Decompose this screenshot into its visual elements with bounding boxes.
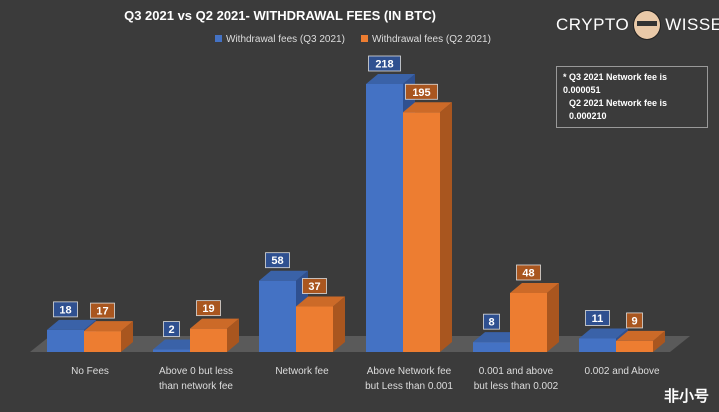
bar	[616, 340, 653, 352]
data-label: 8	[488, 317, 494, 329]
category-label: 0.002 and Above	[584, 366, 660, 377]
data-label-box	[516, 264, 541, 281]
bar-side	[653, 330, 665, 352]
chart-title: Q3 2021 vs Q2 2021- WITHDRAWAL FEES (IN …	[124, 8, 436, 23]
category-label: No Fees	[71, 366, 109, 377]
legend-q2: Withdrawal fees (Q2 2021)	[360, 34, 491, 45]
category-label: Above 0 but less than network fee	[159, 366, 233, 392]
bar-top	[616, 330, 665, 341]
logo-face-icon	[633, 10, 662, 40]
bar	[473, 342, 510, 352]
bar-top	[579, 328, 628, 339]
data-label-box	[196, 300, 221, 317]
bar	[259, 280, 296, 352]
bar	[366, 84, 403, 352]
data-label-box	[585, 310, 610, 326]
data-label-box	[163, 321, 180, 337]
data-label: 37	[308, 281, 320, 293]
bar-top	[259, 270, 308, 281]
network-fee-note: * Q3 2021 Network fee is 0.000051 Q2 2021…	[556, 66, 708, 128]
data-label-box	[626, 312, 643, 329]
data-label-box	[90, 302, 115, 319]
legend: Withdrawal fees (Q3 2021) Withdrawal fee…	[215, 34, 491, 45]
data-label: 195	[412, 87, 430, 99]
bar-top	[84, 321, 133, 332]
bar-top	[366, 74, 415, 84]
bar	[403, 112, 440, 352]
data-label: 2	[168, 324, 174, 336]
bar-top	[296, 296, 345, 307]
data-label-box	[405, 83, 438, 100]
logo: CRYPTOWISSER	[556, 10, 719, 40]
bar-top	[153, 339, 202, 350]
bar	[296, 306, 333, 352]
data-label-box	[302, 278, 327, 294]
legend-q3: Withdrawal fees (Q3 2021)	[215, 34, 345, 45]
bar-top	[403, 102, 452, 113]
bar-side	[547, 282, 559, 352]
data-label: 19	[202, 303, 214, 315]
bar	[579, 338, 616, 352]
bar	[47, 329, 84, 352]
data-label-box	[483, 313, 500, 330]
bar-side	[227, 318, 239, 352]
bar	[84, 331, 121, 352]
bar	[153, 349, 190, 352]
bar-side	[121, 321, 133, 352]
data-label-box	[265, 252, 290, 269]
data-label-box	[53, 301, 78, 318]
bar-top	[510, 282, 559, 293]
data-label: 218	[375, 59, 393, 71]
data-label: 48	[522, 267, 534, 279]
data-label: 9	[631, 315, 637, 327]
bar-top	[47, 319, 96, 330]
bar-top	[190, 318, 239, 329]
data-label: 58	[271, 255, 283, 267]
data-label: 11	[592, 313, 604, 325]
bar	[190, 328, 227, 352]
data-label: 18	[59, 304, 71, 316]
category-label: Network fee	[275, 366, 329, 377]
category-label: Above Network fee but Less than 0.001	[365, 366, 453, 392]
bar-side	[440, 102, 452, 352]
bar-side	[333, 296, 345, 352]
data-label-box	[368, 55, 401, 72]
category-label: 0.001 and above but less than 0.002	[473, 366, 559, 392]
watermark: 非小号	[663, 388, 709, 405]
data-label: 17	[96, 306, 108, 318]
bar	[510, 292, 547, 352]
bar-top	[473, 332, 522, 343]
